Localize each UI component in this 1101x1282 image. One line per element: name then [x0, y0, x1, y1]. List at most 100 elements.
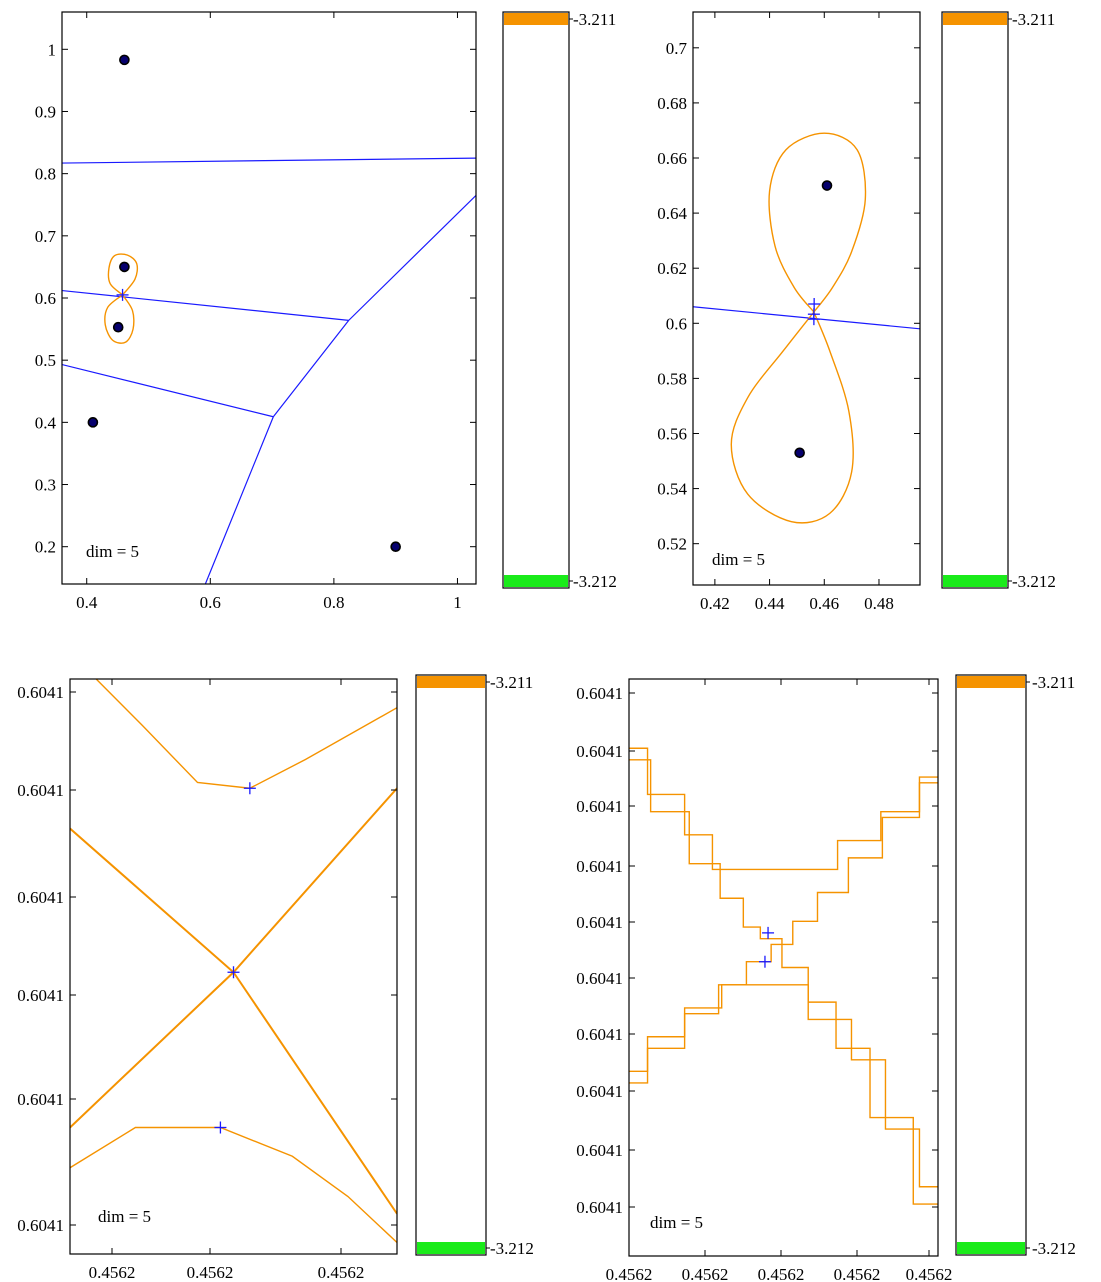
x-tick-label-1: 0.4562 — [606, 1265, 653, 1282]
data-point-2 — [794, 447, 805, 459]
x-tick-label-2: 0.4562 — [187, 1263, 234, 1282]
contour-line-4 — [629, 782, 938, 1084]
voronoi-edge-3 — [348, 194, 476, 321]
voronoi-edge-1 — [693, 306, 920, 330]
y-tick-label-7: 0.8 — [35, 165, 56, 184]
x-tick-label-5: 0.4562 — [906, 1265, 953, 1282]
y-tick-label-4: 0.5 — [35, 351, 56, 370]
x-tick-label-1: 0.4562 — [89, 1263, 136, 1282]
x-tick-label-3: 0.4562 — [318, 1263, 365, 1282]
contour-line-1 — [768, 132, 867, 313]
y-tick-label-10: 0.7 — [666, 39, 688, 58]
y-tick-label-2: 0.6041 — [17, 781, 64, 800]
plot-content — [629, 747, 938, 1205]
contour-line-2 — [70, 1126, 397, 1244]
saddle-marker-1 — [243, 782, 256, 795]
x-tick-label-3: 0.8 — [323, 593, 344, 612]
panel-2: 0.52 0.54 0.56 0.58 0.6 0.62 0.64 0.66 0.68 0.7 0.… — [657, 10, 1056, 613]
colorbar: -3.211 -3.212 — [415, 673, 534, 1258]
colorbar: -3.211 -3.212 — [502, 10, 617, 591]
panel-3: 0.6041 0.6041 0.6041 0.6041 0.6041 0.6041 0.45… — [17, 673, 534, 1282]
contour-line-1 — [107, 253, 139, 296]
y-tick-label-6: 0.62 — [657, 259, 687, 278]
y-tick-label-4: 0.6041 — [576, 857, 623, 876]
saddle-marker-1 — [116, 288, 129, 301]
dim-annotation: dim = 5 — [712, 550, 765, 569]
contour-line-1 — [629, 747, 938, 871]
y-tick-label-6: 0.6041 — [17, 1216, 64, 1235]
colorbar-high-band — [943, 13, 1007, 25]
x-tick-label-4: 0.4562 — [834, 1265, 881, 1282]
data-point-1 — [119, 54, 130, 66]
y-tick-label-2: 0.54 — [657, 480, 687, 499]
voronoi-edge-2 — [62, 289, 349, 321]
colorbar-max-label: -3.211 — [490, 673, 533, 692]
contour-line-1 — [95, 679, 397, 789]
saddle-marker-3 — [214, 1121, 227, 1134]
x-tick-label-3: 0.4562 — [758, 1265, 805, 1282]
x-tick-label-2: 0.44 — [755, 594, 785, 613]
y-tick-label-6: 0.6041 — [576, 969, 623, 988]
voronoi-edge-6 — [204, 416, 274, 584]
colorbar-min-label: -3.212 — [1012, 572, 1056, 591]
plot-content — [70, 679, 397, 1244]
data-point-1 — [821, 180, 833, 191]
y-tick-label-2: 0.3 — [35, 476, 56, 495]
y-tick-label-3: 0.56 — [657, 424, 687, 443]
y-tick-label-9: 1 — [48, 40, 57, 59]
contour-line-2 — [629, 984, 938, 1188]
plot-frame — [69, 678, 398, 1255]
x-tick-label-3: 0.46 — [809, 594, 839, 613]
y-tick-label-7: 0.6041 — [576, 1025, 623, 1044]
y-tick-label-2: 0.6041 — [576, 742, 623, 761]
colorbar-min-label: -3.212 — [490, 1239, 534, 1258]
y-tick-label-8: 0.66 — [657, 149, 687, 168]
saddle-marker-3 — [807, 313, 820, 326]
y-tick-label-10: 0.6041 — [576, 1198, 623, 1217]
y-tick-label-9: 0.68 — [657, 94, 687, 113]
contour-line-2 — [730, 311, 854, 524]
y-tick-label-1: 0.6041 — [576, 684, 623, 703]
x-tick-label-2: 0.4562 — [682, 1265, 729, 1282]
y-tick-label-6: 0.7 — [35, 227, 57, 246]
colorbar-low-band — [957, 1242, 1025, 1254]
colorbar-high-band — [417, 676, 485, 688]
x-tick-label-1: 0.42 — [700, 594, 730, 613]
colorbar-max-label: -3.211 — [1032, 673, 1075, 692]
voronoi-edge-1 — [62, 157, 476, 164]
panel-4: 0.6041 0.6041 0.6041 0.6041 0.6041 0.6041 0.60… — [576, 673, 1076, 1282]
panel-1: 0.2 0.3 0.4 0.5 0.6 0.7 0.8 0.9 1 0.4 0.6 0.8 1 dim =… — [35, 10, 617, 612]
colorbar: -3.211 -3.212 — [941, 10, 1056, 591]
colorbar-frame — [415, 674, 487, 1256]
saddle-marker-2 — [227, 966, 240, 979]
data-point-3 — [112, 321, 124, 333]
y-tick-label-5: 0.6 — [35, 289, 56, 308]
saddle-marker-1 — [808, 298, 821, 311]
colorbar-low-band — [504, 575, 568, 587]
contour-line-3 — [70, 827, 397, 1215]
colorbar-frame — [955, 674, 1027, 1256]
y-tick-label-5: 0.6 — [666, 314, 687, 333]
contour-line-4 — [70, 787, 397, 1129]
plot-frame — [628, 678, 939, 1257]
y-tick-label-3: 0.6041 — [576, 797, 623, 816]
colorbar-min-label: -3.212 — [1032, 1239, 1076, 1258]
data-point-5 — [390, 541, 401, 552]
colorbar-low-band — [417, 1242, 485, 1254]
colorbar-frame — [941, 11, 1009, 589]
voronoi-edge-5 — [62, 363, 274, 418]
plot-content — [62, 54, 476, 584]
y-tick-label-3: 0.6041 — [17, 888, 64, 907]
y-tick-label-8: 0.6041 — [576, 1082, 623, 1101]
x-tick-label-4: 0.48 — [864, 594, 894, 613]
colorbar-high-band — [957, 676, 1025, 688]
y-tick-label-9: 0.6041 — [576, 1141, 623, 1160]
y-tick-label-1: 0.2 — [35, 538, 56, 557]
colorbar-max-label: -3.211 — [1012, 10, 1055, 29]
dim-annotation: dim = 5 — [650, 1213, 703, 1232]
plot-content — [693, 132, 920, 524]
dim-annotation: dim = 5 — [98, 1207, 151, 1226]
saddle-marker-2 — [758, 955, 771, 968]
plot-frame — [692, 11, 921, 586]
y-tick-label-8: 0.9 — [35, 102, 56, 121]
